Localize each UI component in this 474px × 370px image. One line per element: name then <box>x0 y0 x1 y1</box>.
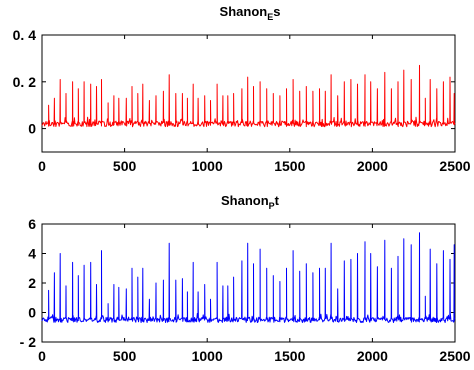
chart-bottom-frame <box>41 223 456 343</box>
chart-top-xtick-label: 500 <box>113 158 137 174</box>
chart-top-xtick-label: 1000 <box>192 158 223 174</box>
chart-bottom-xtick-label: 2000 <box>357 348 388 364</box>
chart-top-xtick-label: 2500 <box>439 158 470 174</box>
chart-bottom-ytick-label: 2 <box>28 275 36 291</box>
chart-bottom-xtick-label: 0 <box>38 348 46 364</box>
chart-top-xtick-label: 0 <box>38 158 46 174</box>
chart-top: ShanonEs 0 500 1000 1500 2000 2500 0 0. 2 0. 4 <box>13 4 471 174</box>
chart-bottom-title: ShanonPt <box>221 193 280 211</box>
chart-bottom-xtick-label: 1000 <box>192 348 223 364</box>
chart-top-title: ShanonEs <box>220 4 281 22</box>
chart-bottom-ytick-label: 4 <box>28 246 36 262</box>
chart-bottom-series-line <box>41 232 456 323</box>
chart-top-ytick-label: 0. 2 <box>13 74 37 90</box>
chart-top-ytick-label: 0. 4 <box>13 27 37 43</box>
chart-top-xtick-label: 2000 <box>357 158 388 174</box>
chart-bottom-ytick-label: - 2 <box>20 334 37 350</box>
chart-bottom-xtick-label: 1500 <box>274 348 305 364</box>
chart-bottom-ytick-label: 0 <box>28 305 36 321</box>
chart-top-xtick-label: 1500 <box>274 158 305 174</box>
chart-top-ytick-label: 0 <box>28 121 36 137</box>
chart-bottom-ytick-label: 6 <box>28 216 36 232</box>
chart-bottom-xtick-label: 2500 <box>439 348 470 364</box>
chart-top-ticks: 0 500 1000 1500 2000 2500 0 0. 2 0. 4 <box>13 27 471 174</box>
chart-bottom-xtick-label: 500 <box>113 348 137 364</box>
chart-top-frame <box>41 34 456 153</box>
chart-top-series-line <box>41 64 456 128</box>
